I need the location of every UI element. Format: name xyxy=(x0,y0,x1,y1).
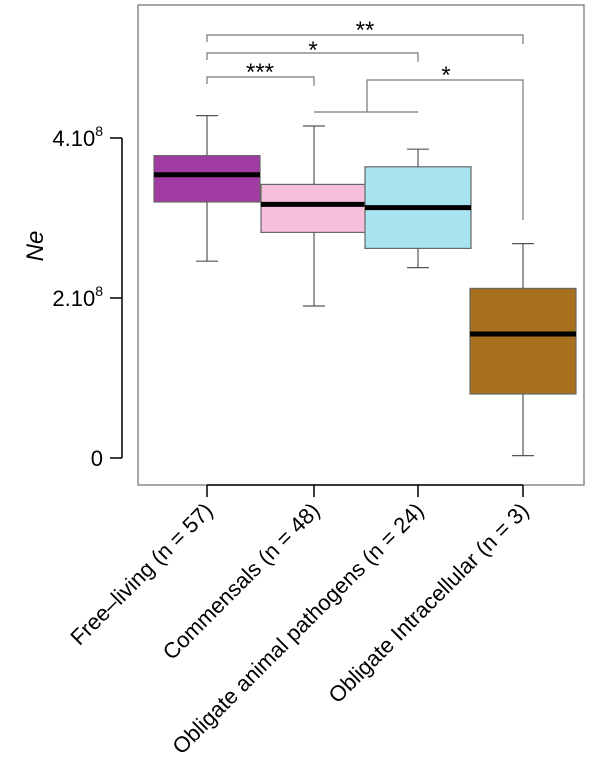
box-1 xyxy=(153,114,261,262)
significance-label: * xyxy=(308,37,317,64)
boxes-group xyxy=(153,114,577,457)
box-4 xyxy=(469,243,577,457)
bracket-free-living-vs-commensals xyxy=(206,76,315,86)
x-axis-ticks: Free–living (n = 57)Commensals (n = 48)O… xyxy=(65,485,534,759)
significance-label: *** xyxy=(246,59,274,86)
x-tick-label: Obligate Intracellular (n = 3) xyxy=(323,498,533,708)
box-2 xyxy=(260,125,368,307)
bracket-group-vs-intracellular xyxy=(366,79,524,220)
y-tick-label-exponent: 8 xyxy=(95,283,103,299)
significance-label: ** xyxy=(356,17,375,44)
y-axis-label: Ne xyxy=(22,231,49,262)
significance-brackets: ******* xyxy=(206,17,524,220)
plot-frame xyxy=(137,4,585,486)
y-tick-label: 4.108 xyxy=(52,123,103,151)
bracket-free-living-vs-intracellular xyxy=(206,34,524,44)
y-tick-label: 2.108 xyxy=(52,283,103,311)
box-iqr xyxy=(153,155,261,203)
y-tick-label-base: 0 xyxy=(91,446,103,471)
box-iqr xyxy=(469,287,577,395)
bracket-free-living-vs-animal-pathogens xyxy=(206,52,419,62)
y-tick-label-base: 4.10 xyxy=(52,126,95,151)
box-iqr xyxy=(260,183,368,233)
y-tick-label-exponent: 8 xyxy=(95,123,103,139)
box-3 xyxy=(364,148,472,269)
y-tick-label-base: 2.10 xyxy=(52,286,95,311)
y-tick-label: 0 xyxy=(91,446,103,471)
significance-label: * xyxy=(441,62,450,89)
